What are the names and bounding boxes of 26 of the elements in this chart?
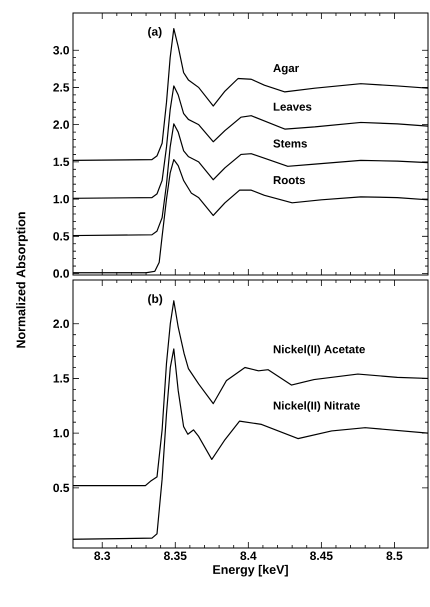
x-tick-label: 8.35 xyxy=(164,552,187,560)
series-label: Leaves xyxy=(274,102,312,111)
x-tick-label: 8.45 xyxy=(310,552,333,560)
x-tick-label: 8.4 xyxy=(240,552,257,560)
y-tick-label: 0.5 xyxy=(53,484,70,492)
series-label: Nickel(II) Nitrate xyxy=(274,401,360,412)
y-tick-label: 1.0 xyxy=(54,428,69,438)
y-tick-label: 1.5 xyxy=(54,158,70,166)
x-tick-label: 8.3 xyxy=(94,552,110,560)
series-label: Roots xyxy=(274,176,305,184)
y-tick-label: 3.0 xyxy=(53,46,69,54)
y-tick-label: 1.0 xyxy=(54,194,69,204)
y-tick-label: 0.5 xyxy=(53,232,70,241)
series-label: Stems xyxy=(273,139,307,148)
series-label: Nickel(II) Acetate xyxy=(274,344,365,356)
y-tick-label: 2.0 xyxy=(53,120,69,129)
x-axis-title: Energy [keV] xyxy=(213,564,288,577)
series-label: Agar xyxy=(273,64,299,74)
annotation: (b) xyxy=(148,294,162,306)
annotation: (a) xyxy=(148,27,162,38)
x-tick-label: 8.5 xyxy=(386,552,402,560)
y-tick-label: 2.0 xyxy=(53,320,69,328)
y-axis-title: Normalized Absorption xyxy=(16,212,28,348)
y-tick-label: 2.5 xyxy=(53,83,70,92)
y-tick-label: 1.5 xyxy=(54,374,70,383)
y-tick-label: 0.0 xyxy=(53,269,69,278)
